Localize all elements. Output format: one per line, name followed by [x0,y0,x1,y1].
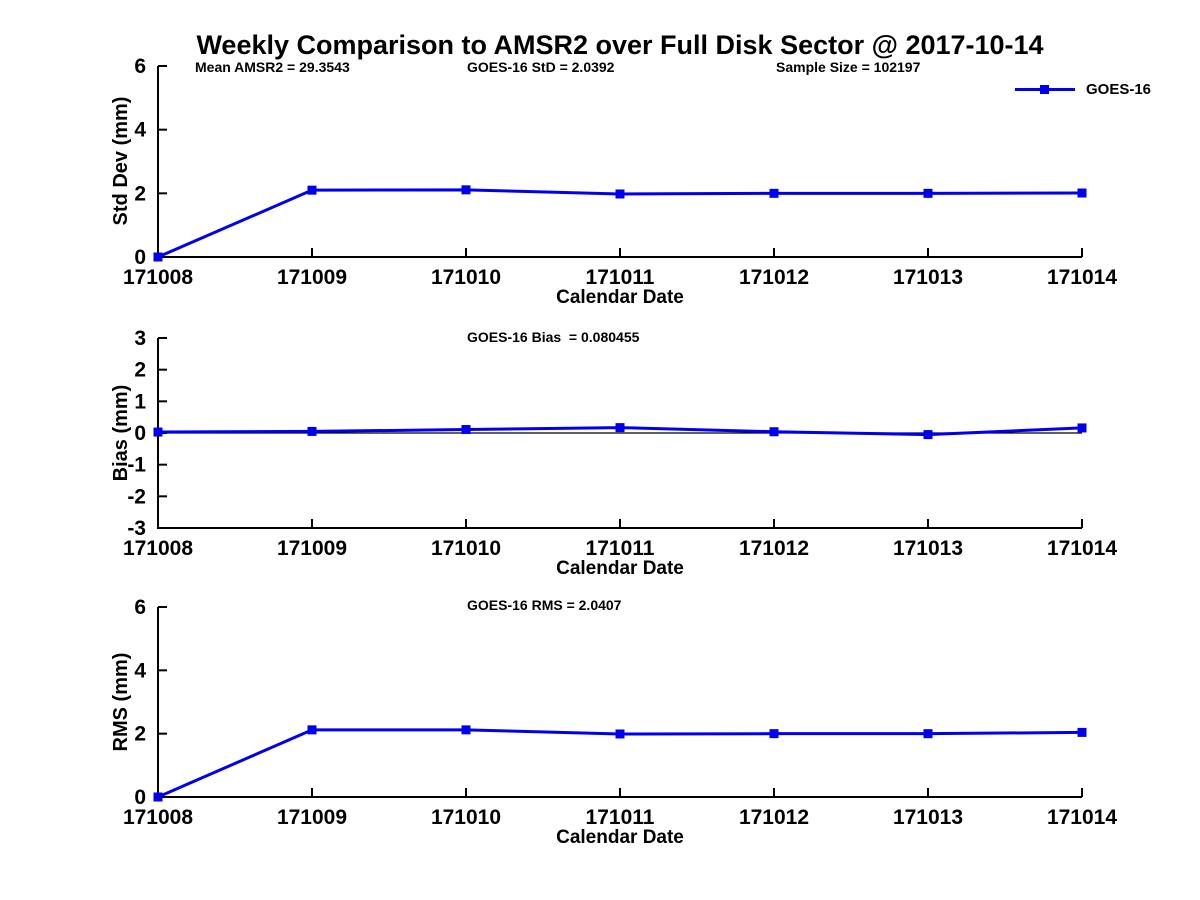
x-tick-label: 171009 [277,537,347,560]
data-point-marker [923,430,933,440]
data-point-marker [615,189,625,199]
x-tick-label: 171008 [123,806,193,829]
data-point-marker [615,423,625,433]
annotation-goes16-bias: GOES-16 Bias = 0.080455 [467,329,640,345]
y-tick-label: -1 [127,454,146,477]
data-point-marker [1077,727,1087,737]
x-tick-label: 171011 [586,266,655,289]
data-point-marker [1077,188,1087,198]
x-tick-label: 171010 [431,537,501,560]
x-tick-label: 171008 [123,537,193,560]
annotation-mean-amsr2: Mean AMSR2 = 29.3543 [195,59,350,75]
ylabel-std-dev: Std Dev (mm) [110,96,132,226]
x-tick-label: 171010 [431,806,501,829]
x-tick-label: 171012 [739,537,809,560]
annotation-goes16-std: GOES-16 StD = 2.0392 [467,59,615,75]
data-point-marker [461,725,471,735]
y-tick-label: 0 [134,786,146,809]
y-tick-label: -3 [127,517,146,540]
y-tick-label: 4 [134,659,146,682]
legend-label-goes16: GOES-16 [1086,81,1152,98]
y-tick-label: 4 [134,119,146,142]
annotation-sample-size: Sample Size = 102197 [776,59,921,75]
chart-title: Weekly Comparison to AMSR2 over Full Dis… [196,30,1044,60]
y-tick-label: 1 [134,390,146,413]
data-point-marker [461,425,471,435]
y-tick-label: 2 [134,182,146,205]
x-tick-label: 171008 [123,266,193,289]
y-tick-label: 2 [134,723,146,746]
series-line [157,728,1083,799]
data-point-marker [153,792,163,802]
axis-frame [157,607,1082,798]
x-tick-label: 171014 [1047,537,1117,560]
x-tick-label: 171009 [277,266,347,289]
data-point-marker [923,188,933,198]
x-tick-label: 171012 [739,806,809,829]
data-point-marker [923,729,933,739]
xlabel-calendar-date-middle: Calendar Date [556,558,684,579]
x-tick-label: 171013 [893,806,963,829]
data-point-marker [615,729,625,739]
x-tick-label: 171009 [277,806,347,829]
x-tick-label: 171013 [893,537,963,560]
data-point-marker [307,725,317,735]
ylabel-bias: Bias (mm) [110,384,132,482]
x-tick-label: 171013 [893,266,963,289]
y-tick-label: 2 [134,359,146,382]
x-tick-label: 171012 [739,266,809,289]
y-tick-label: 6 [134,55,146,78]
y-tick-label: 6 [134,596,146,619]
y-tick-label: 0 [134,422,146,445]
data-point-marker [769,427,779,437]
subplot-rms: 0 2 4 6 171008 171009 171010 171011 171012 171013… [123,596,1117,829]
subplot-std-dev: 0 2 4 6 171008 171009 171010 171011 171012 171013… [123,55,1117,289]
axis-frame [157,66,1082,258]
x-tick-label: 171014 [1047,806,1117,829]
xlabel-calendar-date-top: Calendar Date [556,287,684,308]
annotation-goes16-rms: GOES-16 RMS = 2.0407 [467,597,622,613]
legend-marker-square [1040,85,1049,94]
x-tick-label: 171011 [586,806,655,829]
x-tick-label: 171010 [431,266,501,289]
data-point-marker [153,427,163,437]
data-point-marker [307,426,317,436]
series-line [157,188,1083,259]
data-point-marker [1077,423,1087,433]
x-tick-label: 171011 [586,537,655,560]
y-tick-label: 0 [134,246,146,269]
xlabel-calendar-date-bottom: Calendar Date [556,827,684,848]
ylabel-rms: RMS (mm) [110,652,132,752]
data-point-marker [769,188,779,198]
y-tick-label: 3 [134,327,146,350]
y-tick-label: -2 [127,485,146,508]
data-point-marker [307,185,317,195]
data-point-marker [769,729,779,739]
data-point-marker [461,185,471,195]
x-tick-label: 171014 [1047,266,1117,289]
data-point-marker [153,252,163,262]
